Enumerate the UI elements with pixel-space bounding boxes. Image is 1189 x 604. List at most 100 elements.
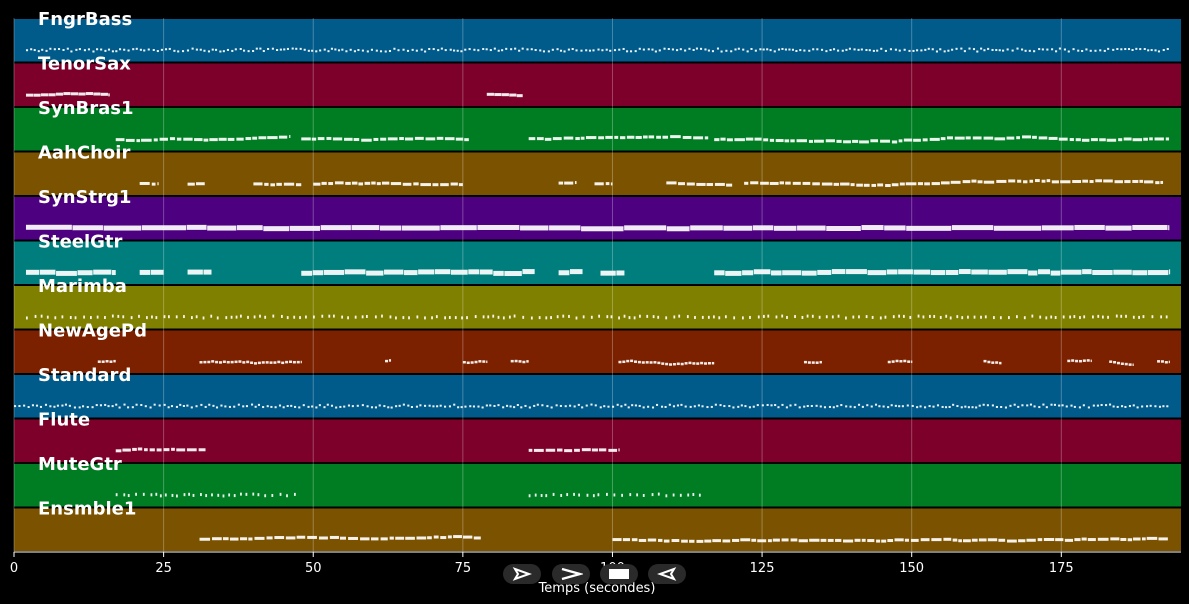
note [1013,403,1016,406]
note [153,138,158,142]
note [1017,405,1020,408]
note [978,538,987,542]
note [1087,406,1090,409]
note [1032,135,1037,139]
note [592,49,595,52]
note [556,48,559,51]
stop-button[interactable] [600,564,638,584]
note [881,539,887,543]
note [707,315,710,319]
note [72,225,103,231]
note [651,493,654,497]
note [334,48,337,51]
note [144,405,147,408]
note [295,183,302,187]
note [581,448,591,452]
note [1043,538,1055,542]
forward-button[interactable] [552,564,590,584]
note [777,48,781,51]
note [1165,315,1168,319]
note [624,225,667,231]
note [351,405,354,408]
note [1081,138,1090,142]
note [395,405,398,408]
note [734,48,737,51]
note [388,359,392,362]
note [629,50,633,53]
note [785,406,788,409]
play-button[interactable] [503,564,541,584]
note [1141,537,1146,541]
note [108,93,110,97]
note [1105,225,1132,231]
note [469,405,472,408]
note [569,269,583,275]
note [293,492,296,496]
note [66,47,69,50]
note [781,538,789,542]
note [575,137,580,141]
note [550,406,553,409]
note [247,315,249,319]
note [1123,137,1132,141]
note [520,225,549,231]
note [817,269,832,275]
note [378,404,381,407]
note [891,183,899,187]
note [647,405,650,408]
note [746,50,749,53]
note [240,492,242,496]
note [345,50,348,53]
note [328,182,334,186]
note [993,316,995,320]
note [853,48,856,51]
note [539,49,542,52]
note [18,405,21,408]
note [159,137,168,141]
note [522,360,526,364]
note [884,315,887,319]
note [151,182,156,186]
note [774,404,777,407]
note [296,535,306,539]
note [928,405,931,408]
note [759,48,762,51]
note [466,316,468,320]
note [954,136,965,140]
note [845,48,848,51]
rewind-button[interactable] [648,564,686,584]
note [562,314,565,318]
note [713,315,715,319]
note [168,315,170,319]
note [887,360,891,364]
note [666,226,690,232]
track-lane [14,152,1181,195]
note [286,47,290,50]
note [123,48,126,51]
note [99,404,103,407]
note [348,536,358,540]
note [272,314,275,318]
note [573,405,576,408]
note [906,404,909,407]
note [763,138,769,142]
note [439,404,442,407]
note [791,48,794,51]
note [1132,363,1134,367]
note [1120,314,1123,318]
note [168,47,171,50]
note [1125,314,1127,318]
note [344,269,366,275]
note [720,50,723,53]
note [315,50,318,53]
note [1053,403,1057,406]
note [117,314,120,318]
note [203,138,209,142]
note [533,448,544,452]
note [692,362,696,365]
note [1147,270,1169,276]
note [1008,316,1010,320]
note [401,225,440,231]
note [634,404,637,407]
note [163,315,166,319]
